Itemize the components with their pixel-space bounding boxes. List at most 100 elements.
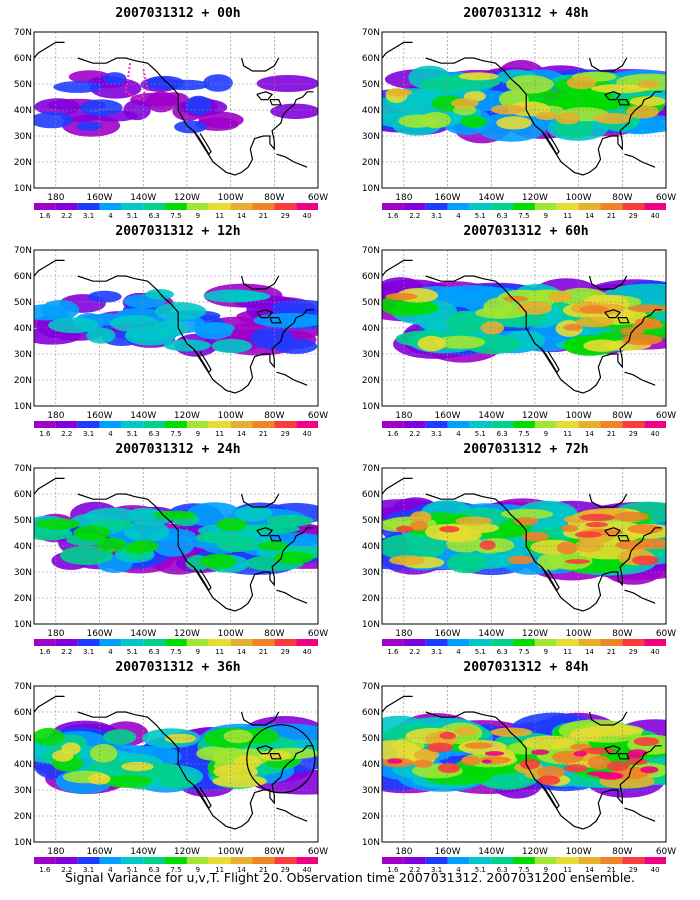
colorbar-level-label: 29 (629, 866, 638, 872)
lat-tick-label: 40N (14, 106, 32, 116)
coastline (240, 711, 280, 726)
lat-tick-label: 10N (14, 184, 32, 194)
variance-contour (216, 534, 258, 552)
colorbar-swatch (55, 857, 78, 864)
lat-tick-label: 40N (362, 324, 380, 334)
lat-tick-label: 30N (14, 350, 32, 360)
colorbar-swatch (55, 639, 78, 646)
lon-tick-label: 100W (218, 411, 244, 421)
variance-contour (145, 289, 175, 300)
variance-contour (535, 111, 559, 121)
lat-tick-label: 70N (362, 28, 380, 38)
coastline (269, 99, 282, 106)
variance-contour (496, 116, 532, 130)
colorbar-level-label: 14 (237, 866, 246, 872)
lat-tick-label: 70N (362, 682, 380, 692)
coastline (541, 348, 560, 374)
colorbar-swatch (644, 421, 666, 428)
colorbar-level-label: 6.3 (497, 430, 508, 436)
lat-tick-label: 40N (14, 760, 32, 770)
coastline (624, 807, 656, 822)
lat-tick-label: 50N (14, 80, 32, 90)
colorbar-level-label: 3.1 (83, 430, 94, 436)
lat-tick-label: 30N (362, 786, 380, 796)
coastline (256, 91, 274, 101)
variance-contour (587, 755, 612, 770)
coastline (256, 745, 274, 755)
coastline (617, 99, 630, 106)
colorbar-swatch (274, 639, 297, 646)
coastline (604, 527, 622, 537)
colorbar-level-label: 29 (281, 430, 290, 436)
coastlines (34, 259, 314, 394)
coastline (269, 753, 282, 760)
colorbar-level-label: 5.1 (475, 866, 486, 872)
variance-contour (256, 75, 318, 92)
colorbar-level-label: 2.2 (409, 866, 420, 872)
colorbar-level-label: 29 (629, 212, 638, 218)
colorbar-level-label: 3.1 (83, 866, 94, 872)
colorbar-swatch (99, 203, 122, 210)
map-frame (33, 685, 319, 843)
variance-contour (396, 525, 413, 533)
lon-tick-label: 180 (395, 629, 412, 639)
lon-tick-label: 180 (395, 193, 412, 203)
variance-contour (447, 552, 488, 574)
lat-tick-label: 70N (14, 28, 32, 38)
colorbar-level-label: 40 (651, 648, 660, 654)
colorbar-swatch (556, 639, 579, 646)
variance-contour (103, 729, 137, 745)
colorbar-swatch (600, 857, 623, 864)
variance-contour (437, 762, 461, 774)
colorbar-swatch (252, 203, 275, 210)
colorbar-swatch (644, 639, 666, 646)
lon-tick-label: 140W (478, 629, 504, 639)
colorbar-level-label: 3.1 (83, 648, 94, 654)
variance-contour (110, 315, 160, 333)
variance-contour (258, 750, 292, 761)
variance-contour (90, 744, 118, 763)
colorbar-swatch (121, 857, 144, 864)
variance-contour (270, 103, 318, 119)
lon-tick-label: 140W (130, 847, 156, 857)
variance-contour (563, 323, 583, 331)
variance-contour (73, 525, 111, 541)
variance-contour (613, 511, 649, 522)
lon-tick-label: 60W (656, 629, 676, 639)
lon-tick-label: 80W (264, 847, 284, 857)
colorbar-level-label: 14 (237, 430, 246, 436)
colorbar-swatch (491, 857, 514, 864)
variance-contour (243, 524, 300, 534)
colorbar-swatch (77, 639, 100, 646)
variance-contour (522, 735, 576, 750)
colorbar-swatch (186, 639, 209, 646)
colorbar-swatch (578, 857, 601, 864)
lat-tick-label: 20N (14, 594, 32, 604)
variance-contour (579, 513, 615, 522)
colorbar-level-label: 11 (563, 212, 572, 218)
variance-contour (503, 295, 529, 302)
colorbar-swatch (121, 639, 144, 646)
lon-tick-label: 180 (47, 847, 64, 857)
variance-contour (506, 75, 554, 94)
colorbar-level-label: 7.5 (170, 866, 181, 872)
coastline (382, 477, 413, 495)
colorbar-level-label: 11 (215, 866, 224, 872)
colorbar-swatch (382, 421, 404, 428)
variance-contour (34, 727, 65, 746)
map-panel-48h: 2007031312 + 48h 70N 60N 50N 40N 30N 20N 10N 18… (356, 0, 696, 218)
coastline (617, 535, 630, 542)
lat-tick-label: 30N (362, 132, 380, 142)
variance-contour (633, 737, 660, 746)
lat-tick-label: 50N (362, 298, 380, 308)
colorbar-swatch (469, 639, 492, 646)
colorbar-level-label: 9 (544, 212, 548, 218)
colorbar-swatch (534, 203, 557, 210)
colorbar-level-label: 5.1 (127, 648, 138, 654)
variance-contour (637, 80, 660, 89)
variance-contour (163, 339, 212, 352)
colorbar-level-label: 4 (456, 430, 461, 436)
map-frame (33, 31, 319, 189)
colorbar-swatch (55, 203, 78, 210)
coastline (588, 493, 628, 508)
